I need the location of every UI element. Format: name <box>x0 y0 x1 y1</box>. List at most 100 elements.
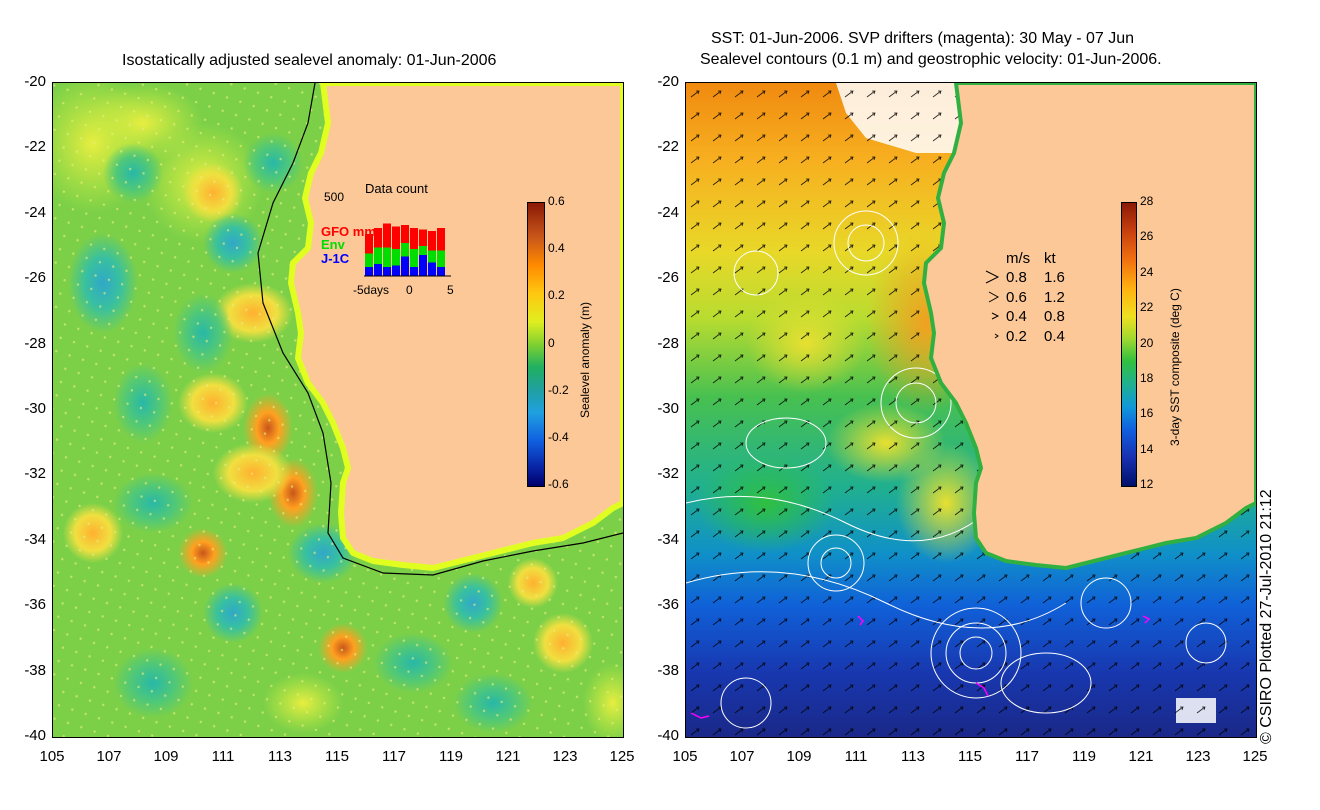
x-tick-label: 125 <box>609 748 635 765</box>
y-tick-label: -38 <box>24 661 46 679</box>
x-tick-label: 119 <box>439 748 463 765</box>
y-tick-label: -26 <box>24 269 46 287</box>
velocity-legend-header-ms: m/s <box>1006 250 1030 267</box>
y-tick-label: -28 <box>24 334 46 352</box>
colorbar-tick-label: 0.6 <box>548 194 565 208</box>
inset-bar-7-env <box>428 250 436 263</box>
csiro-credit: © CSIRO Plotted 27-Jul-2010 21:12 <box>1258 489 1275 744</box>
inset-bar-0-gfo <box>365 234 373 254</box>
inset-bar-5-gfo <box>410 228 418 249</box>
sst-colorbar-label: 3-day SST composite (deg C) <box>1168 288 1182 446</box>
svp-drifter-tracks <box>690 615 1151 719</box>
x-tick-label: 121 <box>495 748 521 765</box>
y-tick-label: -30 <box>24 400 46 417</box>
colorbar-tick-label: -0.6 <box>548 477 569 491</box>
left-panel-title: Isostatically adjusted sealevel anomaly:… <box>122 52 497 69</box>
colorbar-tick-label: 22 <box>1140 300 1154 315</box>
inset-bar-3-gfo <box>392 226 400 249</box>
inset-bar-4-env <box>401 243 409 257</box>
legend-arrow-02 <box>994 333 999 339</box>
colorbar-tick-label: -0.2 <box>548 382 569 397</box>
right-panel-title-line2: Sealevel contours (0.1 m) and geostrophi… <box>700 51 1162 68</box>
colorbar-tick-label: 28 <box>1140 194 1154 208</box>
australia-landmass <box>288 83 623 571</box>
x-tick-label: 123 <box>1185 748 1211 765</box>
inset-bar-6-env <box>419 246 427 255</box>
sst-map[interactable]: m/s kt 0.8 1.6 0.6 1.2 0.4 0.8 0.2 0.4 <box>685 82 1257 738</box>
x-tick-label: 117 <box>382 748 406 765</box>
y-tick-label: -40 <box>24 727 46 744</box>
right-panel-title-line1: SST: 01-Jun-2006. SVP drifters (magenta)… <box>711 30 1135 47</box>
x-tick-label: 111 <box>844 748 868 765</box>
inset-bar-5-env <box>410 249 418 267</box>
colorbar-tick-label: 14 <box>1140 441 1154 456</box>
inset-xlabel-left: -5days <box>353 283 389 297</box>
inset-bar-7-j1c <box>428 262 436 276</box>
colorbar-tick-label: 0 <box>548 335 555 350</box>
y-tick-label: -20 <box>24 73 46 90</box>
legend-row-04-kt: 0.8 <box>1044 308 1065 325</box>
inset-bar-0-j1c <box>365 267 373 276</box>
colorbar-tick-label: 26 <box>1140 229 1154 244</box>
inset-bar-2-j1c <box>383 267 391 276</box>
legend-arrow-08 <box>985 270 1000 284</box>
x-tick-label: 105 <box>672 748 698 765</box>
colorbar-tick-label: 12 <box>1140 477 1154 491</box>
velocity-legend: m/s kt 0.8 1.6 0.6 1.2 0.4 0.8 0.2 0.4 <box>985 250 1065 345</box>
bathymetry-contour <box>257 83 623 576</box>
colorbar-tick-label: 16 <box>1140 406 1154 421</box>
y-tick-label: -38 <box>657 661 679 679</box>
x-tick-label: 113 <box>901 748 925 765</box>
x-tick-label: 109 <box>153 748 179 765</box>
inset-bar-6-j1c <box>419 255 427 276</box>
y-tick-label: -34 <box>24 530 46 548</box>
inset-bar-6-gfo <box>419 229 427 246</box>
inset-bar-3-env <box>392 249 400 266</box>
sealevel-colorbar-label: Sealevel anomaly (m) <box>578 301 592 418</box>
x-tick-label: 111 <box>211 748 235 765</box>
legend-row-06-kt: 1.2 <box>1044 289 1065 306</box>
inset-legend-j1c: J-1C <box>321 251 350 266</box>
y-tick-label: -30 <box>657 400 679 417</box>
legend-row-06-ms: 0.6 <box>1006 289 1027 306</box>
x-tick-label: 107 <box>96 748 122 765</box>
inset-xlabel-mid: 0 <box>406 283 413 297</box>
inset-title: Data count <box>365 181 428 196</box>
y-tick-label: -36 <box>24 596 46 614</box>
inset-bar-7-gfo <box>428 231 436 251</box>
x-tick-label: 123 <box>552 748 578 765</box>
data-count-inset: Data count 500 GFO mm Env J-1C -5days 0 … <box>321 181 454 297</box>
y-tick-label: -32 <box>657 465 679 483</box>
sst-colorbar <box>1121 202 1137 487</box>
inset-ymax-label: 500 <box>324 190 344 204</box>
x-tick-label: 105 <box>39 748 65 765</box>
inset-bars <box>365 223 445 276</box>
colorbar-tick-label: -0.4 <box>548 429 569 444</box>
y-tick-label: -28 <box>657 334 679 352</box>
y-tick-label: -22 <box>24 138 46 156</box>
inset-legend-env: Env <box>321 237 346 252</box>
inset-bar-1-j1c <box>374 264 382 276</box>
inset-bar-4-gfo <box>401 225 409 243</box>
y-tick-label: -40 <box>657 727 679 744</box>
y-tick-label: -26 <box>657 269 679 287</box>
inset-bar-8-gfo <box>437 228 445 251</box>
inset-bar-3-j1c <box>392 265 400 276</box>
sst-svg: m/s kt 0.8 1.6 0.6 1.2 0.4 0.8 0.2 0.4 <box>686 83 1256 737</box>
y-tick-label: -36 <box>657 596 679 614</box>
inset-bar-8-env <box>437 250 445 267</box>
velocity-legend-header-kt: kt <box>1044 250 1057 267</box>
inset-bar-5-j1c <box>410 267 418 276</box>
x-tick-label: 115 <box>325 748 349 765</box>
inset-bar-0-env <box>365 253 373 267</box>
legend-row-08-ms: 0.8 <box>1006 269 1027 286</box>
y-tick-label: -24 <box>24 203 46 221</box>
sealevel-colorbar <box>527 202 545 487</box>
y-tick-label: -32 <box>24 465 46 483</box>
x-tick-label: 125 <box>1242 748 1268 765</box>
legend-row-02-ms: 0.2 <box>1006 328 1027 345</box>
legend-row-08-kt: 1.6 <box>1044 269 1065 286</box>
inset-bar-1-gfo <box>374 228 382 248</box>
legend-row-02-kt: 0.4 <box>1044 328 1065 345</box>
x-tick-label: 119 <box>1072 748 1096 765</box>
